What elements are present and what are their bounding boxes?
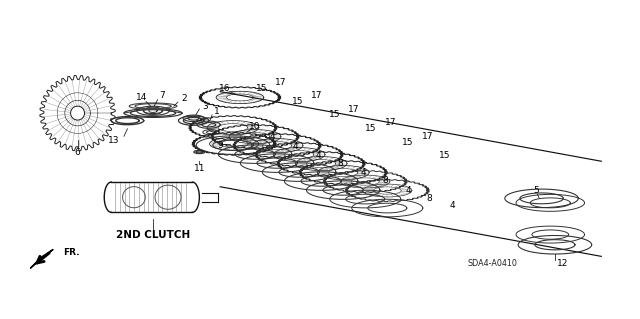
Text: 16: 16	[218, 84, 230, 93]
Text: 3: 3	[202, 102, 208, 111]
Text: 13: 13	[108, 136, 120, 145]
Text: 1: 1	[214, 107, 220, 116]
Text: 8: 8	[426, 194, 432, 203]
Text: 2ND CLUTCH: 2ND CLUTCH	[116, 230, 190, 240]
Text: 17: 17	[275, 78, 286, 87]
Text: 17: 17	[422, 132, 433, 141]
Text: 6: 6	[75, 148, 81, 157]
Text: 4: 4	[269, 132, 275, 141]
Text: 15: 15	[439, 151, 451, 160]
Text: 14: 14	[136, 93, 147, 102]
Text: 17: 17	[385, 118, 397, 128]
Text: 15: 15	[329, 110, 340, 119]
Text: 8: 8	[382, 176, 388, 185]
Text: 15: 15	[403, 137, 414, 147]
Text: 4: 4	[361, 168, 366, 177]
Text: 15: 15	[256, 84, 268, 93]
Text: FR.: FR.	[63, 249, 79, 257]
Text: 15: 15	[292, 97, 304, 106]
Text: 9: 9	[218, 140, 223, 150]
Text: 5: 5	[533, 186, 539, 195]
Text: 15: 15	[365, 124, 377, 133]
Text: 7: 7	[159, 91, 165, 100]
Text: 17: 17	[311, 91, 323, 100]
Text: 17: 17	[348, 105, 360, 114]
Polygon shape	[30, 249, 53, 269]
Text: 12: 12	[557, 259, 568, 268]
Text: 4: 4	[292, 142, 298, 151]
Text: 11: 11	[194, 164, 205, 173]
Text: 2: 2	[181, 94, 186, 103]
Text: 10: 10	[250, 122, 260, 131]
Text: SDA4-A0410: SDA4-A0410	[468, 259, 518, 268]
Text: 4: 4	[405, 186, 411, 195]
Text: 8: 8	[337, 159, 343, 168]
Text: 4: 4	[316, 151, 321, 160]
Text: 4: 4	[449, 201, 455, 211]
